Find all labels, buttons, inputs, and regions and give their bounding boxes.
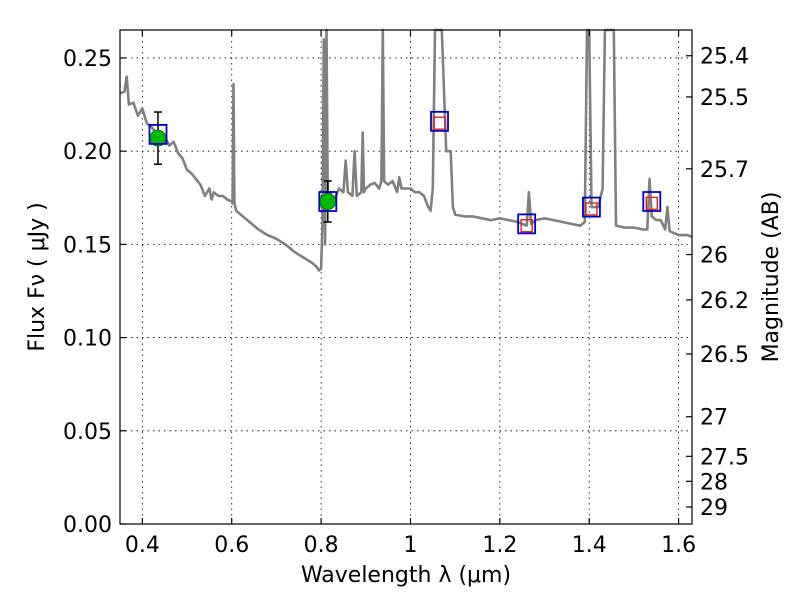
x-tick-label: 1.6 <box>661 533 696 558</box>
mag-tick-label: 28 <box>700 470 728 495</box>
tick-labels: 0.4 0.6 0.8 1 1.2 1.4 1.6 0.00 0.05 0.10 0.15 0.20 0… <box>63 45 749 558</box>
x-tick-label: 0.6 <box>214 533 249 558</box>
x-tick-label: 1.4 <box>572 533 607 558</box>
y-tick-label: 0.25 <box>63 47 112 72</box>
y-tick-label: 0.05 <box>63 420 112 445</box>
model-photometry-square <box>582 196 601 218</box>
model-photometry-square <box>148 123 168 145</box>
x-axis-label: Wavelength λ (μm) <box>301 563 511 588</box>
mag-tick-label: 29 <box>700 496 728 521</box>
grid <box>120 30 692 525</box>
axis-ticks <box>120 30 692 525</box>
y-tick-label: 0.00 <box>63 513 112 538</box>
predicted-photometry-square <box>433 116 446 130</box>
model-photometry-square <box>517 213 537 235</box>
x-tick-label: 0.4 <box>125 533 160 558</box>
y-tick-label: 0.20 <box>63 140 112 165</box>
predicted-photometry-square <box>585 202 598 216</box>
x-tick-label: 1 <box>403 533 417 558</box>
model-photometry-square <box>318 191 338 212</box>
model-photometry-square <box>430 110 449 132</box>
predicted-photometry-square <box>645 196 658 211</box>
x-tick-label: 1.2 <box>482 533 517 558</box>
y-axis-label: Flux Fν ( μJy ) <box>25 202 50 351</box>
model-photometry-square <box>642 191 662 212</box>
model-spectrum <box>119 28 693 272</box>
mag-tick-label: 26 <box>700 244 728 269</box>
plot-frame <box>119 29 693 525</box>
mag-tick-label: 26.5 <box>700 343 749 368</box>
mag-tick-label: 25.5 <box>700 86 749 111</box>
mag-tick-label: 25.7 <box>700 158 749 183</box>
y-tick-label: 0.10 <box>63 327 112 352</box>
mag-tick-label: 27 <box>700 406 728 431</box>
mag-tick-label: 25.4 <box>700 45 749 70</box>
y-tick-label: 0.15 <box>63 233 112 258</box>
photometry-points <box>148 110 662 235</box>
y2-axis-label: Magnitude (AB) <box>759 192 784 363</box>
predicted-photometry-square <box>520 219 533 233</box>
mag-tick-label: 27.5 <box>700 445 749 470</box>
observed-point <box>319 193 337 210</box>
mag-tick-label: 26.2 <box>700 289 749 314</box>
spectrum-line <box>119 28 693 272</box>
x-tick-label: 0.8 <box>304 533 339 558</box>
